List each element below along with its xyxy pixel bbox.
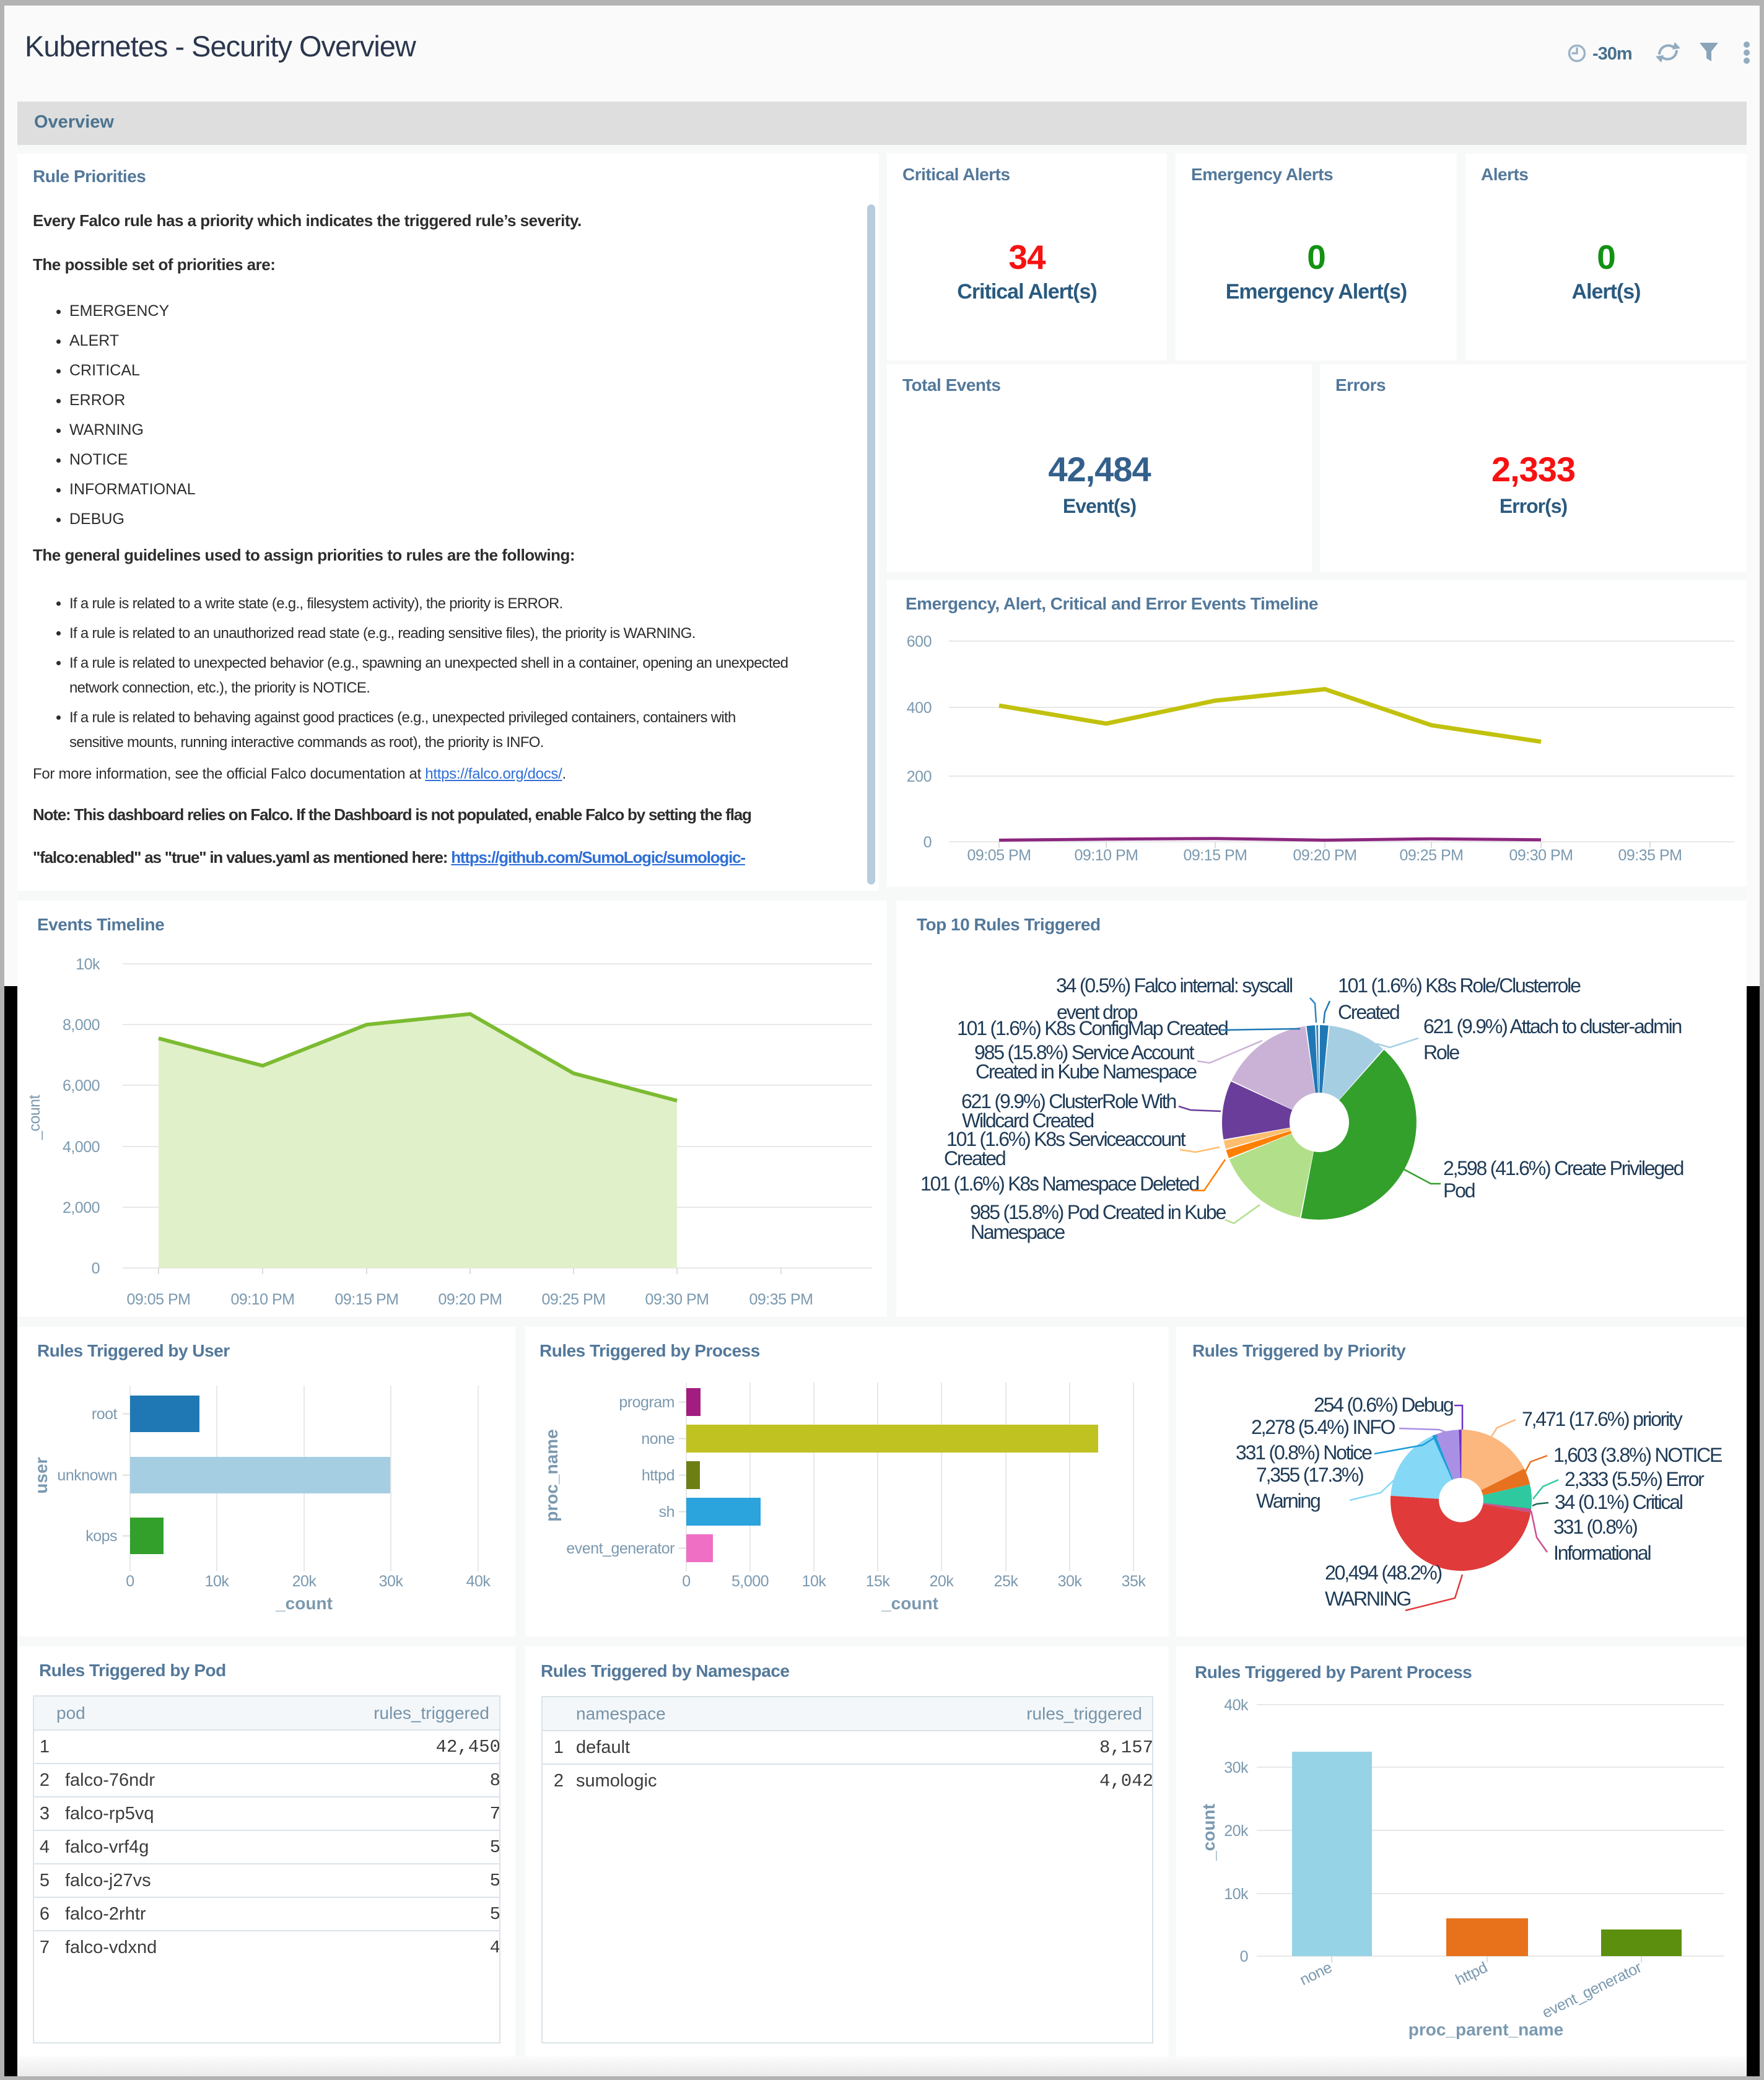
svg-text:2,333 (5.5%) Error: 2,333 (5.5%) Error [1565,1468,1705,1490]
svg-text:10k: 10k [802,1573,827,1590]
svg-text:event_generator: event_generator [566,1540,675,1557]
svg-text:101 (1.6%) K8s Namespace Delet: 101 (1.6%) K8s Namespace Deleted [920,1173,1199,1195]
svg-text:101 (1.6%) K8s Role/Clusterrol: 101 (1.6%) K8s Role/Clusterrole [1338,974,1581,997]
svg-text:kops: kops [85,1527,117,1545]
svg-text:Informational: Informational [1553,1542,1650,1564]
svg-text:2,278 (5.4%) INFO: 2,278 (5.4%) INFO [1251,1416,1395,1438]
svg-text:6,000: 6,000 [63,1077,100,1095]
svg-text:8,000: 8,000 [63,1016,100,1034]
svg-text:Namespace: Namespace [971,1221,1065,1243]
svg-text:proc_name: proc_name [542,1429,561,1521]
svg-text:0: 0 [923,834,932,851]
svg-text:09:25 PM: 09:25 PM [1399,847,1463,864]
svg-text:30k: 30k [1058,1573,1083,1590]
svg-text:09:20 PM: 09:20 PM [438,1291,502,1308]
svg-text:0: 0 [682,1573,690,1590]
svg-text:unknown: unknown [57,1467,117,1484]
svg-text:400: 400 [907,699,932,717]
svg-text:0: 0 [1240,1948,1248,1965]
svg-text:20,494 (48.2%): 20,494 (48.2%) [1325,1562,1442,1584]
svg-text:10k: 10k [76,956,100,973]
svg-text:621 (9.9%) Attach to cluster-a: 621 (9.9%) Attach to cluster-admin [1423,1015,1682,1038]
svg-text:09:20 PM: 09:20 PM [1293,847,1356,864]
svg-text:httpd: httpd [642,1467,675,1484]
svg-text:09:10 PM: 09:10 PM [230,1291,294,1308]
svg-text:331 (0.8%): 331 (0.8%) [1553,1516,1637,1538]
svg-text:985 (15.8%) Service Account: 985 (15.8%) Service Account [974,1041,1195,1064]
svg-text:2,598 (41.6%) Create Privilege: 2,598 (41.6%) Create Privileged [1443,1157,1683,1179]
svg-text:09:15 PM: 09:15 PM [334,1291,398,1308]
svg-text:09:35 PM: 09:35 PM [749,1291,813,1308]
svg-text:_count: _count [881,1594,938,1613]
svg-text:root: root [92,1405,118,1423]
svg-text:101 (1.6%) K8s Serviceaccount: 101 (1.6%) K8s Serviceaccount [946,1128,1186,1150]
svg-text:101 (1.6%) K8s ConfigMap Creat: 101 (1.6%) K8s ConfigMap Created [957,1017,1228,1039]
svg-text:5,000: 5,000 [731,1573,769,1590]
svg-text:40k: 40k [466,1573,491,1590]
svg-text:event drop: event drop [1057,1001,1138,1023]
svg-text:09:10 PM: 09:10 PM [1074,847,1138,864]
svg-text:Warning: Warning [1256,1490,1320,1512]
svg-text:user: user [32,1457,51,1493]
svg-text:Wildcard Created: Wildcard Created [962,1109,1093,1132]
svg-text:_count: _count [26,1095,43,1140]
svg-text:09:05 PM: 09:05 PM [126,1291,190,1308]
svg-text:Created: Created [1338,1001,1399,1023]
svg-text:Role: Role [1423,1041,1459,1064]
svg-text:30k: 30k [1224,1759,1249,1776]
svg-text:09:30 PM: 09:30 PM [1509,847,1573,864]
svg-text:985 (15.8%) Pod Created in Kub: 985 (15.8%) Pod Created in Kube [970,1201,1226,1223]
svg-text:20k: 20k [292,1573,317,1590]
svg-text:10k: 10k [1224,1886,1249,1903]
svg-text:09:35 PM: 09:35 PM [1618,847,1682,864]
svg-text:25k: 25k [994,1573,1019,1590]
svg-text:1,603 (3.8%) NOTICE: 1,603 (3.8%) NOTICE [1553,1444,1722,1466]
svg-text:event_generator: event_generator [1539,1959,1644,2022]
svg-text:20k: 20k [1224,1822,1249,1840]
svg-text:-30m: -30m [1592,44,1632,64]
svg-text:34 (0.1%) Critical: 34 (0.1%) Critical [1555,1491,1682,1513]
svg-text:_count: _count [275,1594,333,1613]
svg-text:7,355 (17.3%): 7,355 (17.3%) [1256,1464,1363,1486]
svg-text:Created in Kube Namespace: Created in Kube Namespace [976,1060,1197,1083]
svg-text:WARNING: WARNING [1325,1588,1410,1610]
svg-text:Pod: Pod [1443,1179,1475,1202]
svg-text:20k: 20k [930,1573,954,1590]
svg-text:40k: 40k [1224,1697,1249,1714]
svg-text:0: 0 [126,1573,134,1590]
svg-text:sh: sh [659,1503,675,1521]
svg-text:254 (0.6%) Debug: 254 (0.6%) Debug [1314,1394,1453,1416]
svg-text:09:15 PM: 09:15 PM [1183,847,1247,864]
svg-text:7,471 (17.6%) priority: 7,471 (17.6%) priority [1522,1408,1683,1430]
svg-text:600: 600 [907,633,932,650]
svg-text:proc_parent_name: proc_parent_name [1408,2020,1564,2039]
svg-text:4,000: 4,000 [63,1138,100,1156]
svg-text:Created: Created [944,1147,1005,1169]
svg-text:200: 200 [907,768,932,785]
svg-text:10k: 10k [205,1573,230,1590]
svg-text:none: none [641,1430,675,1448]
svg-text:httpd: httpd [1453,1959,1490,1988]
svg-text:621 (9.9%) ClusterRole With: 621 (9.9%) ClusterRole With [961,1090,1176,1112]
svg-text:0: 0 [92,1260,100,1277]
svg-text:09:05 PM: 09:05 PM [967,847,1031,864]
svg-text:program: program [619,1394,675,1411]
svg-text:none: none [1297,1959,1334,1989]
svg-text:_count: _count [1199,1804,1218,1861]
svg-text:09:25 PM: 09:25 PM [541,1291,605,1308]
svg-text:35k: 35k [1122,1573,1146,1590]
svg-text:15k: 15k [866,1573,891,1590]
svg-text:34 (0.5%) Falco internal: sysc: 34 (0.5%) Falco internal: syscall [1056,974,1292,997]
svg-text:2,000: 2,000 [63,1199,100,1217]
svg-text:331 (0.8%) Notice: 331 (0.8%) Notice [1236,1441,1372,1464]
svg-text:30k: 30k [379,1573,404,1590]
svg-text:09:30 PM: 09:30 PM [645,1291,709,1308]
